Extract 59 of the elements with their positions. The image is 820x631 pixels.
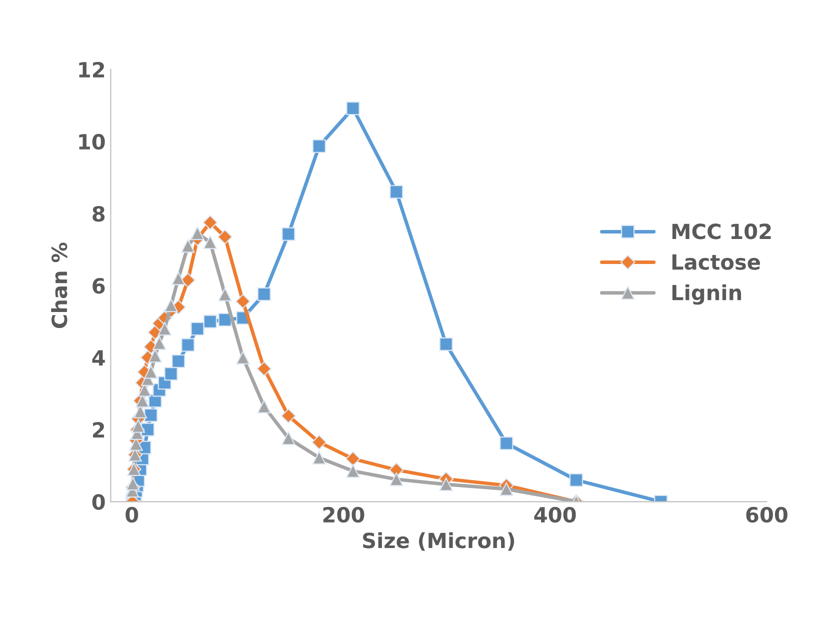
- point: [218, 312, 232, 327]
- point: [164, 298, 178, 312]
- point: [202, 215, 218, 230]
- point: [172, 354, 186, 368]
- y-tick-label: 12: [79, 62, 104, 78]
- x-tick-label: 0: [126, 506, 138, 523]
- point: [282, 227, 296, 241]
- point: [256, 361, 272, 376]
- point: [203, 236, 217, 250]
- legend-label: MCC 102: [672, 224, 771, 240]
- point: [257, 400, 271, 414]
- point: [164, 366, 178, 381]
- y-tick-label: 0: [92, 494, 105, 510]
- point: [390, 185, 404, 199]
- point: [190, 226, 204, 240]
- point: [152, 336, 166, 350]
- point: [190, 322, 204, 336]
- y-tick-label: 4: [92, 350, 105, 366]
- x-axis-title: Size (Micron): [363, 532, 514, 551]
- point: [148, 348, 162, 363]
- point: [346, 451, 360, 466]
- point: [500, 482, 514, 496]
- x-tick-label: 400: [534, 506, 576, 523]
- x-tick-label: 600: [746, 506, 788, 523]
- point: [236, 294, 250, 309]
- point: [181, 239, 195, 253]
- y-tick-label: 10: [79, 134, 105, 150]
- point: [312, 450, 326, 465]
- point: [181, 338, 195, 352]
- point: [346, 464, 360, 478]
- point: [218, 288, 232, 302]
- legend-label: Lactose: [672, 254, 760, 270]
- point: [203, 314, 217, 328]
- point: [172, 272, 186, 286]
- point: [281, 408, 296, 424]
- point: [390, 472, 404, 486]
- y-tick-label: 8: [92, 206, 105, 222]
- y-tick-label: 2: [92, 422, 104, 438]
- point: [126, 476, 140, 490]
- point: [282, 431, 296, 446]
- point: [312, 434, 327, 450]
- x-tick-label: 200: [323, 506, 364, 523]
- y-axis-title: Chan %: [51, 242, 68, 328]
- point: [218, 229, 232, 244]
- point: [346, 102, 360, 116]
- point: [144, 408, 158, 422]
- point: [144, 365, 158, 379]
- y-tick-label: 6: [92, 278, 105, 294]
- point: [236, 350, 250, 364]
- point: [158, 322, 172, 336]
- point: [500, 436, 514, 450]
- point: [439, 337, 453, 352]
- legend-label: Lignin: [672, 284, 742, 305]
- point: [569, 473, 584, 487]
- point: [257, 287, 271, 301]
- point: [312, 139, 326, 153]
- point: [180, 272, 196, 288]
- point: [439, 478, 453, 492]
- point: [388, 462, 404, 478]
